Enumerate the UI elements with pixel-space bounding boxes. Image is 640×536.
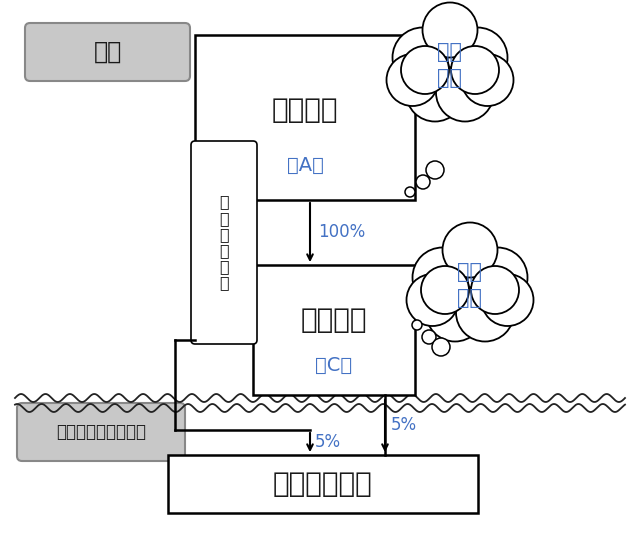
Circle shape <box>471 266 519 314</box>
Circle shape <box>401 46 449 94</box>
Text: 日本: 日本 <box>93 40 122 64</box>
Circle shape <box>405 187 415 197</box>
Circle shape <box>392 27 452 87</box>
Circle shape <box>413 248 472 308</box>
Text: 同
族
グ
ル
ー
プ: 同 族 グ ル ー プ <box>219 195 229 291</box>
Circle shape <box>416 175 430 189</box>
Circle shape <box>436 63 494 122</box>
Circle shape <box>461 54 513 106</box>
Circle shape <box>481 274 534 326</box>
Circle shape <box>432 338 450 356</box>
Circle shape <box>447 27 508 87</box>
Text: 100%: 100% <box>318 223 365 241</box>
Circle shape <box>429 244 511 326</box>
Circle shape <box>406 274 458 326</box>
Bar <box>168 455 478 513</box>
Text: 内国法人: 内国法人 <box>301 306 367 334</box>
FancyBboxPatch shape <box>25 23 190 81</box>
Circle shape <box>467 248 527 308</box>
Text: 外国関係会社: 外国関係会社 <box>273 470 373 498</box>
FancyBboxPatch shape <box>17 403 185 461</box>
Text: 適用
法人: 適用 法人 <box>458 262 483 308</box>
Circle shape <box>426 161 444 179</box>
Text: 5%: 5% <box>391 416 417 434</box>
FancyBboxPatch shape <box>191 141 257 344</box>
Circle shape <box>412 320 422 330</box>
Bar <box>253 265 415 395</box>
Circle shape <box>387 54 438 106</box>
Circle shape <box>406 63 464 122</box>
Circle shape <box>442 222 497 278</box>
Circle shape <box>422 3 477 57</box>
Text: 適用
法人: 適用 法人 <box>438 42 463 88</box>
Text: タックス・ヘイブン: タックス・ヘイブン <box>56 423 146 441</box>
Text: （A）: （A） <box>287 155 323 175</box>
Bar <box>195 35 415 200</box>
Circle shape <box>422 330 436 344</box>
Circle shape <box>409 24 491 106</box>
Circle shape <box>451 46 499 94</box>
Circle shape <box>426 284 484 341</box>
Text: （C）: （C） <box>316 355 353 375</box>
Text: 内国法人: 内国法人 <box>272 96 339 124</box>
Text: 5%: 5% <box>315 433 341 451</box>
Circle shape <box>456 284 514 341</box>
Circle shape <box>421 266 469 314</box>
